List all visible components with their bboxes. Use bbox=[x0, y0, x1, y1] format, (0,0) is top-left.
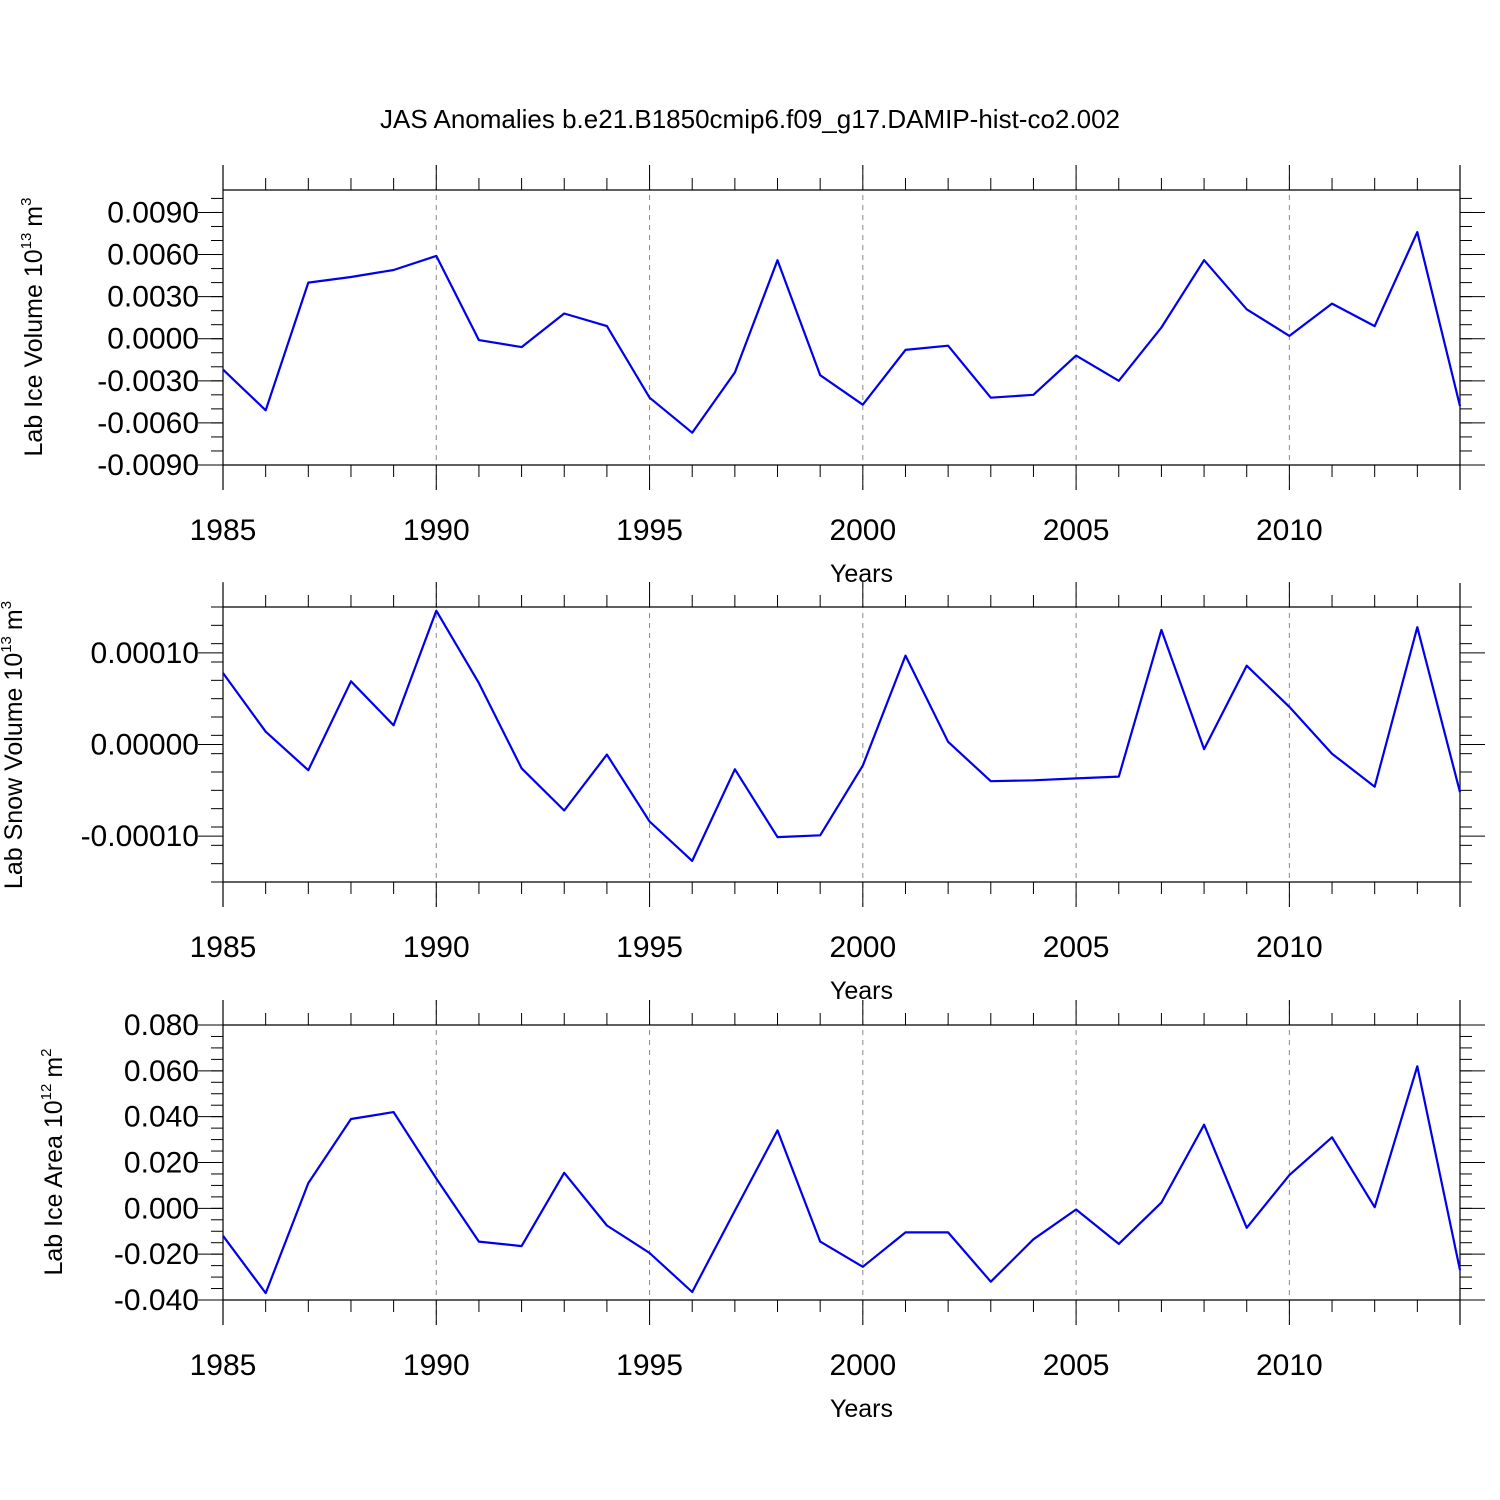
y-tick-label: -0.0060 bbox=[97, 407, 199, 440]
x-axis-title: Years bbox=[830, 560, 893, 588]
x-tick-label: 1990 bbox=[403, 1349, 470, 1382]
y-tick-label: -0.0090 bbox=[97, 449, 199, 482]
y-tick-label: 0.040 bbox=[124, 1101, 199, 1134]
x-tick-label: 1995 bbox=[616, 1349, 683, 1382]
x-tick-label: 2010 bbox=[1256, 931, 1323, 964]
x-tick-label: 1985 bbox=[190, 514, 257, 547]
x-tick-label: 2000 bbox=[829, 1349, 896, 1382]
chart-title: JAS Anomalies b.e21.B1850cmip6.f09_g17.D… bbox=[380, 104, 1120, 134]
panels-group: 1985 1990 1995 2000 2005 2010 -0.0090 -0.0060 -0… bbox=[0, 165, 1485, 1423]
y-tick-label: 0.00000 bbox=[91, 729, 199, 762]
x-tick-label: 1990 bbox=[403, 514, 470, 547]
y-tick-label: 0.000 bbox=[124, 1192, 199, 1225]
x-tick-label: 1985 bbox=[190, 931, 257, 964]
y-tick-label: -0.0030 bbox=[97, 365, 199, 398]
y-axis-title: Lab Ice Volume 1013m3 bbox=[18, 198, 48, 457]
x-axis-title: Years bbox=[830, 977, 893, 1005]
y-axis-title: Lab Ice Area 1012m2 bbox=[38, 1049, 68, 1276]
x-tick-label: 2000 bbox=[829, 931, 896, 964]
x-tick-label: 2000 bbox=[829, 514, 896, 547]
x-tick-label: 2005 bbox=[1043, 931, 1110, 964]
y-tick-label: -0.020 bbox=[114, 1238, 199, 1271]
y-tick-label: -0.040 bbox=[114, 1284, 199, 1317]
x-tick-label: 1990 bbox=[403, 931, 470, 964]
series-line bbox=[222, 1065, 1462, 1295]
y-tick-label: 0.060 bbox=[124, 1055, 199, 1088]
y-tick-label: 0.0090 bbox=[107, 196, 199, 229]
x-tick-label: 1985 bbox=[190, 1349, 257, 1382]
x-tick-label: 2010 bbox=[1256, 1349, 1323, 1382]
y-axis-title: Lab Snow Volume 1013m3 bbox=[0, 601, 28, 889]
y-tick-label: 0.0060 bbox=[107, 239, 199, 272]
y-tick-label: 0.00010 bbox=[91, 637, 199, 670]
series-line bbox=[222, 231, 1462, 434]
x-tick-label: 1995 bbox=[616, 514, 683, 547]
x-axis-title: Years bbox=[830, 1395, 893, 1423]
panel-2: 1985 1990 1995 2000 2005 2010 -0.00010 0.00000 0… bbox=[0, 582, 1485, 1005]
panel-1: 1985 1990 1995 2000 2005 2010 -0.0090 -0.0060 -0… bbox=[18, 165, 1485, 588]
y-tick-label: 0.0000 bbox=[107, 323, 199, 356]
x-tick-label: 2010 bbox=[1256, 514, 1323, 547]
y-tick-label: 0.0030 bbox=[107, 281, 199, 314]
y-tick-label: -0.00010 bbox=[81, 820, 199, 853]
panel-3: 1985 1990 1995 2000 2005 2010 -0.040 -0.020 0.00… bbox=[38, 1000, 1485, 1423]
y-tick-label: 0.020 bbox=[124, 1147, 199, 1180]
y-tick-label: 0.080 bbox=[124, 1009, 199, 1042]
x-tick-label: 2005 bbox=[1043, 1349, 1110, 1382]
series-line bbox=[222, 609, 1462, 863]
x-tick-label: 2005 bbox=[1043, 514, 1110, 547]
x-tick-label: 1995 bbox=[616, 931, 683, 964]
